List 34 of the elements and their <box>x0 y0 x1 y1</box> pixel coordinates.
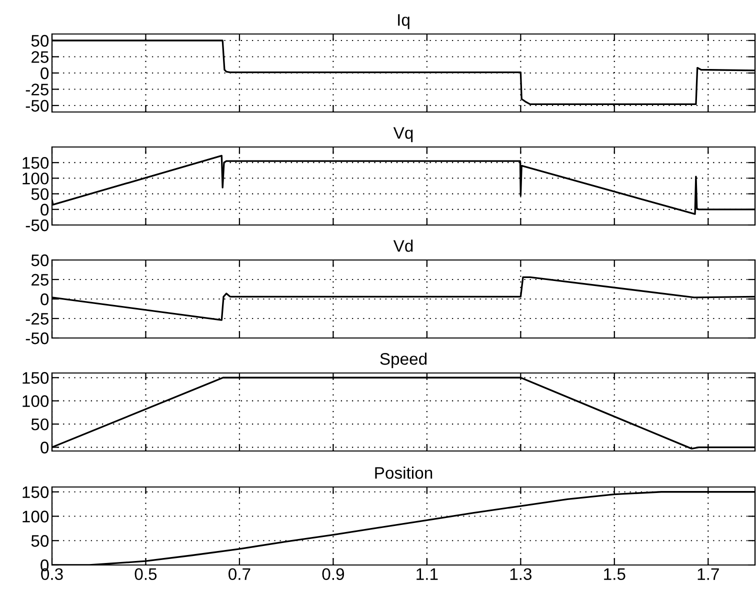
chart-title: Iq <box>398 14 410 30</box>
y-tick-label: 100 <box>22 510 49 522</box>
chart-title: Vq <box>393 127 413 142</box>
y-tick-label: 25 <box>32 274 49 286</box>
y-tick-label: 50 <box>31 34 49 47</box>
y-tick-label: 0 <box>40 442 49 454</box>
y-tick-label: 100 <box>22 172 49 184</box>
x-tick-label: 0.7 <box>228 568 250 580</box>
y-tick-label: 100 <box>22 395 49 408</box>
y-tick-label: 0 <box>40 293 49 306</box>
y-tick-label: 50 <box>31 254 49 266</box>
y-tick-label: -25 <box>26 84 49 96</box>
y-tick-label: -50 <box>26 100 49 112</box>
y-tick-label: 50 <box>31 188 49 200</box>
y-tick-label: 150 <box>22 372 49 384</box>
y-tick-label: 25 <box>32 51 49 63</box>
x-tick-label: 0.5 <box>134 568 157 580</box>
chart-title: Speed <box>380 352 427 368</box>
x-tick-label: 1.1 <box>416 568 438 580</box>
x-tick-label: 1.7 <box>698 568 719 580</box>
y-tick-label: -25 <box>26 312 49 325</box>
chart-title: Position <box>375 466 432 479</box>
x-tick-label: 1.3 <box>510 568 532 580</box>
y-tick-label: 150 <box>22 157 49 169</box>
y-tick-label: -50 <box>26 332 49 344</box>
y-tick-label: 50 <box>31 535 49 547</box>
y-tick-label: 0 <box>40 204 49 216</box>
x-tick-label: 1.5 <box>604 568 626 580</box>
y-tick-label: 150 <box>22 486 49 498</box>
y-tick-label: -50 <box>26 219 49 232</box>
y-tick-label: 50 <box>31 418 49 430</box>
y-tick-label: 0 <box>40 67 49 80</box>
x-tick-label: 0.9 <box>322 568 344 580</box>
chart-title: Vd <box>393 240 413 252</box>
